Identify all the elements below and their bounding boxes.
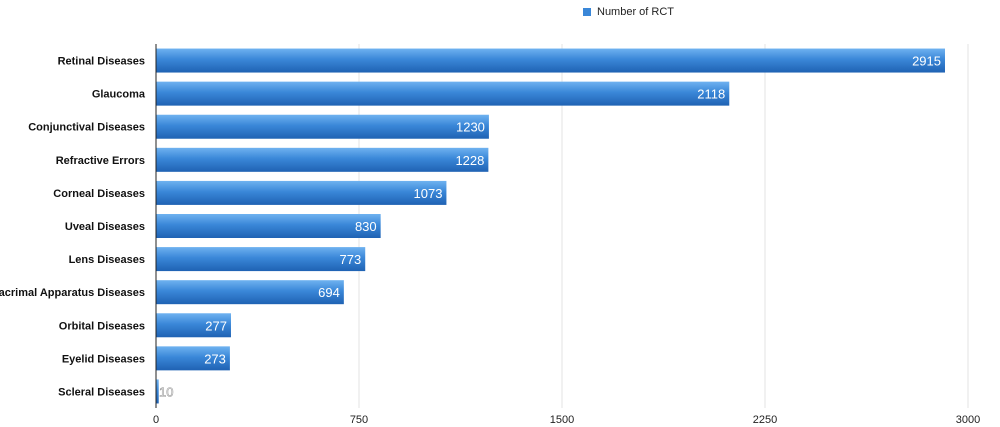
bar: [156, 147, 489, 172]
category-label: Corneal Diseases: [53, 188, 145, 200]
category-label: Eyelid Diseases: [62, 353, 145, 365]
x-tick-label: 750: [350, 414, 368, 426]
data-label: 277: [205, 318, 227, 333]
data-label: 773: [340, 252, 362, 267]
bar: [156, 180, 447, 205]
data-label: 830: [355, 219, 377, 234]
category-label: Conjunctival Diseases: [28, 122, 145, 134]
bar: [156, 313, 231, 338]
category-label: Scleral Diseases: [58, 386, 145, 398]
x-tick-label: 3000: [956, 414, 980, 426]
data-label: 10: [159, 384, 173, 399]
bar: [156, 48, 945, 73]
legend-swatch: [583, 8, 591, 16]
category-label: Lens Diseases: [69, 254, 145, 266]
category-label: Lacrimal Apparatus Diseases: [0, 287, 145, 299]
category-label: Uveal Diseases: [65, 221, 145, 233]
bar: [156, 114, 489, 139]
bar: [156, 280, 344, 305]
x-axis-ticks: 0 750 1500 2250 3000: [153, 414, 980, 426]
bar: [156, 81, 730, 106]
data-label: 2118: [697, 87, 725, 102]
bar: [156, 247, 366, 272]
bar: [156, 346, 230, 371]
x-tick-label: 0: [153, 414, 159, 426]
chart-legend: Number of RCT: [583, 6, 674, 18]
legend-label: Number of RCT: [597, 6, 675, 18]
category-labels: Retinal Diseases Glaucoma Conjunctival Dis…: [0, 56, 146, 399]
data-label: 273: [204, 351, 226, 366]
x-tick-label: 1500: [550, 414, 574, 426]
data-label: 694: [318, 285, 340, 300]
category-label: Orbital Diseases: [59, 320, 145, 332]
data-label: 1228: [455, 153, 484, 168]
x-tick-label: 2250: [753, 414, 777, 426]
bar: [156, 379, 159, 404]
bars: 2915 2118 1230 1228 1073 830 773 694 277 273 10: [156, 48, 945, 404]
bar: [156, 214, 381, 238]
category-label: Glaucoma: [92, 89, 146, 101]
data-label: 1230: [456, 120, 485, 135]
data-label: 1073: [414, 186, 443, 201]
category-label: Retinal Diseases: [58, 56, 145, 68]
data-label: 2915: [912, 54, 941, 69]
category-label: Refractive Errors: [56, 155, 145, 167]
